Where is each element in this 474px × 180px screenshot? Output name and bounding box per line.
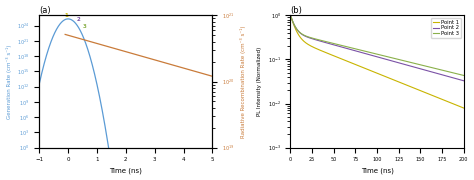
Text: (b): (b) bbox=[291, 6, 302, 15]
Point 1 bbox=[430, 95, 436, 97]
Line: Point 2: Point 2 bbox=[291, 15, 464, 81]
Point 1 bbox=[288, 14, 293, 16]
Point 2 bbox=[461, 80, 466, 82]
Point 2 bbox=[392, 60, 397, 63]
Point 2 bbox=[319, 40, 325, 43]
Y-axis label: Radiative Recombination Rate (cm⁻³ s⁻¹): Radiative Recombination Rate (cm⁻³ s⁻¹) bbox=[240, 25, 246, 138]
Point 3 bbox=[461, 74, 466, 76]
Text: 1: 1 bbox=[64, 13, 68, 18]
Point 3 bbox=[354, 48, 360, 50]
Text: 3: 3 bbox=[82, 24, 86, 29]
Text: (a): (a) bbox=[39, 6, 51, 15]
Point 1 bbox=[401, 83, 406, 85]
Point 3 bbox=[392, 57, 397, 60]
Point 2 bbox=[288, 14, 293, 16]
Line: Point 1: Point 1 bbox=[291, 15, 464, 108]
Point 3 bbox=[401, 60, 406, 62]
Y-axis label: PL Intensity (Normalized): PL Intensity (Normalized) bbox=[257, 47, 262, 116]
Text: 2: 2 bbox=[76, 17, 80, 22]
Point 3 bbox=[417, 64, 423, 66]
Point 2 bbox=[417, 68, 423, 70]
X-axis label: Time (ns): Time (ns) bbox=[361, 168, 393, 174]
Point 3 bbox=[319, 40, 325, 42]
Point 1 bbox=[319, 50, 325, 52]
Point 2 bbox=[354, 50, 360, 52]
X-axis label: Time (ns): Time (ns) bbox=[109, 168, 142, 174]
Point 3 bbox=[430, 67, 436, 69]
Y-axis label: Generation Rate (cm⁻³ s⁻¹): Generation Rate (cm⁻³ s⁻¹) bbox=[6, 44, 11, 119]
Point 2 bbox=[401, 63, 406, 65]
Point 1 bbox=[417, 89, 423, 91]
Point 1 bbox=[461, 107, 466, 109]
Point 1 bbox=[392, 79, 397, 81]
Legend: Point 1, Point 2, Point 3: Point 1, Point 2, Point 3 bbox=[431, 18, 461, 38]
Line: Point 3: Point 3 bbox=[291, 15, 464, 75]
Point 1 bbox=[354, 64, 360, 66]
Point 3 bbox=[288, 14, 293, 16]
Point 2 bbox=[430, 71, 436, 73]
